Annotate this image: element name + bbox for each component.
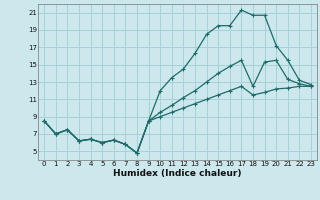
X-axis label: Humidex (Indice chaleur): Humidex (Indice chaleur) [113,169,242,178]
